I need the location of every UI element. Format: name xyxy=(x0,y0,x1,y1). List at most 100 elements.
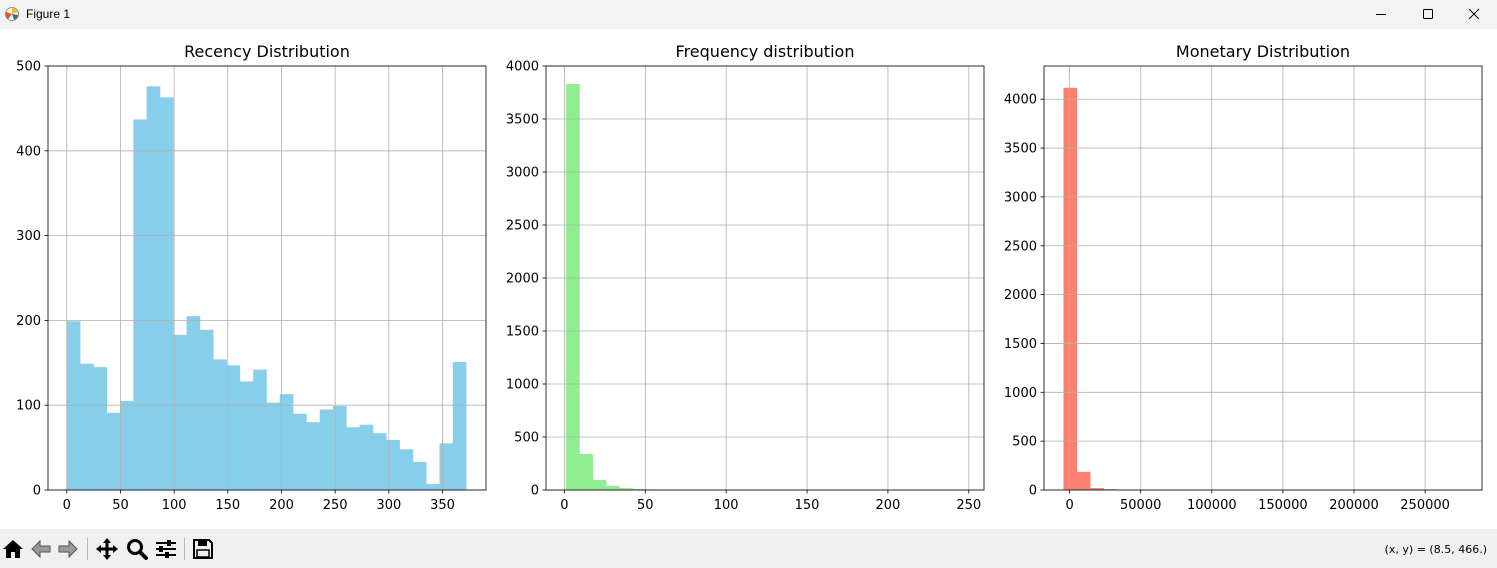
y-tick-label: 200 xyxy=(16,314,41,329)
pan-button[interactable] xyxy=(95,537,119,561)
histogram-bar xyxy=(1063,87,1078,490)
x-tick-label: 50 xyxy=(637,498,654,513)
subplot-title: Recency Distribution xyxy=(184,42,350,61)
x-tick-label: 100000 xyxy=(1187,498,1237,513)
histogram-bar xyxy=(173,334,187,490)
forward-icon xyxy=(58,539,78,559)
y-tick-label: 4000 xyxy=(1004,93,1037,108)
histogram-bar xyxy=(133,119,147,490)
y-tick-label: 500 xyxy=(16,60,41,75)
histogram-bar xyxy=(159,97,174,490)
y-tick-label: 300 xyxy=(16,229,41,244)
configure-subplots-icon xyxy=(156,540,176,558)
x-tick-label: 50000 xyxy=(1120,498,1161,513)
y-tick-label: 1000 xyxy=(1004,386,1037,401)
x-tick-label: 0 xyxy=(63,498,71,513)
histogram-bar xyxy=(579,453,593,490)
histogram-bar xyxy=(293,413,307,490)
y-tick-label: 2000 xyxy=(1004,288,1037,303)
y-tick-label: 400 xyxy=(16,144,41,159)
histogram-bar xyxy=(80,363,94,490)
y-tick-label: 1500 xyxy=(1004,337,1037,352)
subplot-title: Monetary Distribution xyxy=(1176,42,1350,61)
home-button[interactable] xyxy=(1,537,25,561)
histogram-bar xyxy=(253,369,267,490)
histogram-bar xyxy=(106,412,121,490)
histogram-bar xyxy=(632,488,647,490)
histogram-bar xyxy=(226,365,241,490)
histogram-bar xyxy=(1090,488,1104,490)
toolbar-separator xyxy=(184,538,185,560)
save-button[interactable] xyxy=(191,537,215,561)
histogram-bar xyxy=(399,449,414,490)
x-tick-label: 200000 xyxy=(1329,498,1379,513)
close-icon xyxy=(1468,8,1480,20)
histogram-bar xyxy=(279,394,294,490)
histogram-bar xyxy=(566,84,580,490)
y-tick-label: 0 xyxy=(33,484,41,499)
histogram-bar xyxy=(66,321,81,490)
x-tick-label: 150000 xyxy=(1258,498,1308,513)
pan-icon xyxy=(96,538,118,560)
histogram-bar xyxy=(199,329,214,490)
matplotlib-app-icon xyxy=(5,7,19,21)
histogram-bar xyxy=(306,422,321,490)
minimize-button[interactable] xyxy=(1358,0,1404,29)
configure-subplots-button[interactable] xyxy=(154,537,178,561)
y-tick-label: 3500 xyxy=(1004,142,1037,157)
histogram-bar xyxy=(186,316,201,490)
y-tick-label: 500 xyxy=(1012,435,1037,450)
x-tick-label: 300 xyxy=(376,498,401,513)
zoom-button[interactable] xyxy=(125,537,149,561)
subplot-3: 0 50000 100000 150000 200000 250000 0 500 1000 15… xyxy=(1004,42,1483,513)
x-tick-label: 0 xyxy=(1065,498,1073,513)
zoom-icon xyxy=(127,539,148,560)
navigation-toolbar: (x, y) = (8.5, 466.) xyxy=(0,529,1497,568)
subplot-2: 0 50 100 150 200 2500500100015002000250030003… xyxy=(506,42,985,513)
x-tick-label: 350 xyxy=(430,498,455,513)
toolbar-separator xyxy=(87,538,88,560)
figure-canvas[interactable]: 0 50 100 150 200 250 300 350 0 100 200 300 400 500 Rec… xyxy=(0,29,1497,529)
save-icon xyxy=(193,539,213,559)
subplot-1: 0 50 100 150 200 250 300 350 0 100 200 300 400 500 Rec… xyxy=(16,42,487,513)
back-button[interactable] xyxy=(29,537,53,561)
histogram-bar xyxy=(452,361,467,490)
x-tick-label: 200 xyxy=(876,498,901,513)
histogram-bar xyxy=(120,400,134,490)
x-tick-label: 150 xyxy=(215,498,240,513)
y-tick-label: 2500 xyxy=(1004,239,1037,254)
histogram-bar xyxy=(333,406,347,490)
x-tick-label: 50 xyxy=(112,498,129,513)
figure-svg: 0 50 100 150 200 250 300 3500100200300400500Rec… xyxy=(16,42,1483,513)
y-tick-label: 4000 xyxy=(506,60,539,75)
x-tick-label: 200 xyxy=(269,498,294,513)
maximize-button[interactable] xyxy=(1405,0,1451,29)
x-tick-label: 100 xyxy=(714,498,739,513)
histogram-bar xyxy=(412,462,427,490)
x-tick-label: 250000 xyxy=(1400,498,1450,513)
histogram-bar xyxy=(146,86,161,491)
axes-frame xyxy=(47,65,487,491)
y-tick-label: 3000 xyxy=(1004,190,1037,205)
histogram-bar xyxy=(386,439,400,490)
histogram-bar xyxy=(93,367,108,490)
x-tick-label: 100 xyxy=(162,498,187,513)
histogram-bar xyxy=(346,427,360,490)
close-button[interactable] xyxy=(1451,0,1497,29)
forward-button[interactable] xyxy=(56,537,80,561)
histogram-bar xyxy=(359,424,374,490)
y-tick-label: 100 xyxy=(16,399,41,414)
y-tick-label: 3500 xyxy=(506,113,539,128)
y-tick-label: 3000 xyxy=(506,166,539,181)
cursor-coordinates: (x, y) = (8.5, 466.) xyxy=(1384,543,1487,556)
x-tick-label: 150 xyxy=(795,498,820,513)
histogram-bar xyxy=(605,485,620,490)
histogram-bar xyxy=(266,402,281,490)
y-tick-label: 2500 xyxy=(506,219,539,234)
histogram-bar xyxy=(439,443,454,490)
histogram-bar xyxy=(426,484,440,490)
histogram-bar xyxy=(239,381,254,490)
minimize-icon xyxy=(1376,14,1386,15)
home-icon xyxy=(3,540,23,558)
y-tick-label: 0 xyxy=(531,484,539,499)
